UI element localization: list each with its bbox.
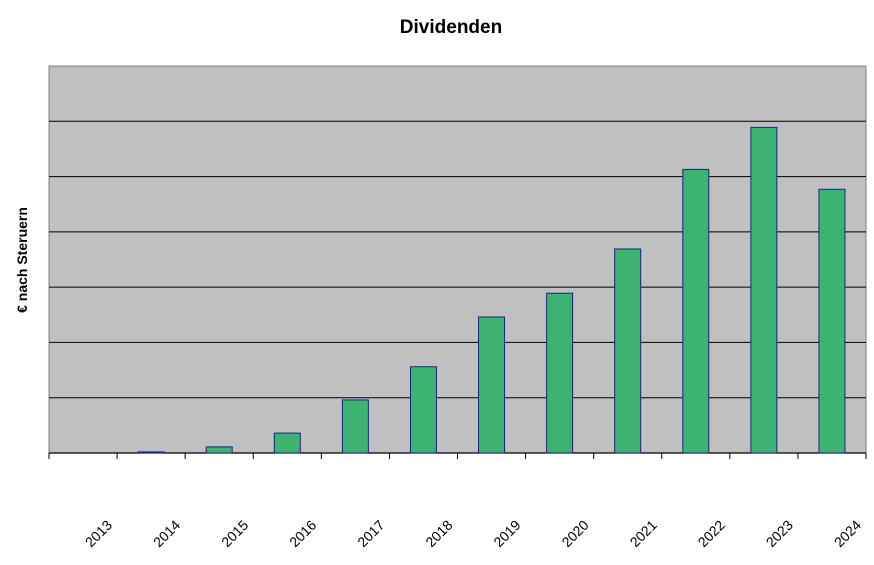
x-tick-label: 2013 — [82, 517, 115, 550]
y-axis-label: € nach Steruern — [14, 207, 30, 313]
chart-title: Dividenden — [400, 17, 502, 38]
x-tick-label: 2023 — [763, 517, 796, 550]
bar-2016 — [273, 432, 301, 454]
x-tick-label: 2019 — [490, 517, 523, 550]
x-tick-label: 2014 — [150, 517, 183, 550]
plot-background — [48, 65, 867, 454]
bar-2019 — [478, 316, 506, 454]
bar-2022 — [682, 168, 710, 454]
x-tick-label: 2022 — [695, 517, 728, 550]
bar-2018 — [409, 366, 437, 454]
x-tick-label: 2024 — [831, 517, 864, 550]
bar-2015 — [205, 446, 233, 454]
bar-2017 — [341, 399, 369, 454]
bar-2020 — [546, 292, 574, 454]
bar-2024 — [818, 188, 846, 454]
x-tick-label: 2015 — [218, 517, 251, 550]
x-tick-label: 2018 — [422, 517, 455, 550]
x-tick-label: 2017 — [354, 517, 387, 550]
x-tick-label: 2016 — [286, 517, 319, 550]
x-tick-label: 2020 — [558, 517, 591, 550]
bar-2014 — [137, 451, 165, 454]
x-tick-label: 2021 — [627, 517, 660, 550]
bar-2021 — [614, 248, 642, 454]
plot-area: 2013 2014 2015 2016 2017 2018 2019 2020 2021 2022… — [48, 65, 867, 550]
bar-2023 — [750, 126, 778, 454]
